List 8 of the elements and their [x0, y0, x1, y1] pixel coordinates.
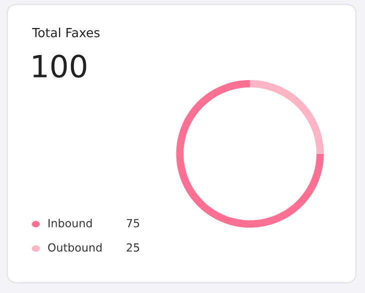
- donut-slice: [250, 80, 324, 154]
- chart-title: Total Faxes: [32, 28, 100, 38]
- data-label: 25: [126, 243, 140, 252]
- legend-label: Inbound: [48, 218, 92, 228]
- chart-subtitle: 100: [33, 54, 86, 78]
- data-label: 75: [126, 219, 140, 228]
- legend-label: Outbound: [48, 243, 102, 252]
- donut-slice: [176, 80, 324, 228]
